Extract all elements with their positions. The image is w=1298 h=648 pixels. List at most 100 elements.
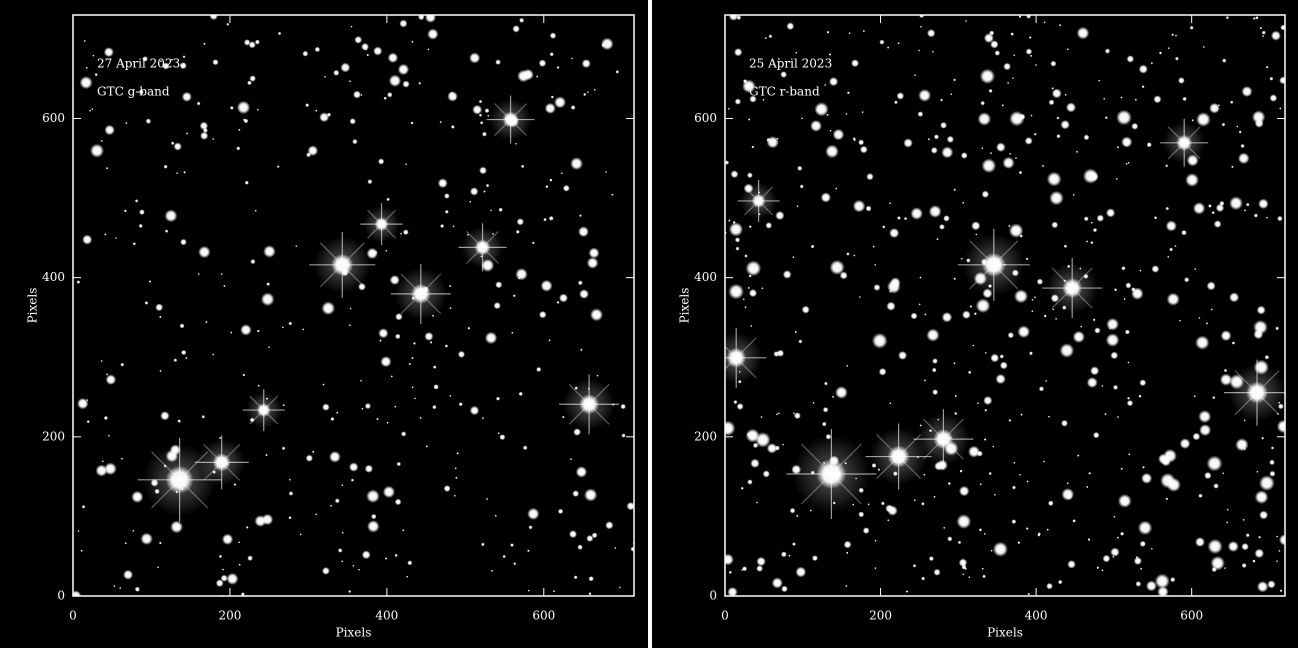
star xyxy=(993,542,1008,557)
star xyxy=(990,354,999,363)
star xyxy=(283,404,285,406)
star xyxy=(1117,146,1119,148)
star xyxy=(953,79,956,82)
star xyxy=(1241,144,1245,148)
star xyxy=(962,573,964,575)
star xyxy=(1125,330,1130,335)
star xyxy=(557,66,560,69)
star xyxy=(903,138,912,147)
star xyxy=(302,51,308,57)
star xyxy=(529,525,533,529)
star xyxy=(747,172,753,178)
star xyxy=(480,121,483,124)
star xyxy=(1259,511,1268,520)
star xyxy=(1106,208,1115,217)
star xyxy=(571,57,573,59)
star xyxy=(1117,416,1119,418)
star xyxy=(1117,536,1119,538)
star xyxy=(282,447,286,451)
star xyxy=(1236,126,1238,128)
star xyxy=(265,454,267,456)
star xyxy=(989,472,992,475)
star xyxy=(1020,413,1022,415)
star xyxy=(518,277,520,279)
star xyxy=(731,170,739,178)
star xyxy=(879,368,887,376)
star xyxy=(1019,114,1025,120)
star xyxy=(398,64,409,75)
star xyxy=(456,452,458,454)
star xyxy=(269,519,272,522)
star xyxy=(1121,266,1125,270)
star xyxy=(1067,48,1069,50)
star xyxy=(863,30,865,32)
star xyxy=(766,222,773,229)
star xyxy=(413,342,416,345)
star xyxy=(800,185,804,189)
star xyxy=(579,214,582,217)
star xyxy=(882,225,885,228)
star xyxy=(761,287,763,289)
star xyxy=(1034,133,1037,136)
bright-star xyxy=(257,403,271,417)
star xyxy=(1192,119,1194,121)
star xyxy=(349,324,351,326)
star xyxy=(165,209,178,222)
star xyxy=(1073,194,1075,196)
star xyxy=(1224,567,1226,569)
star xyxy=(1086,486,1088,488)
star xyxy=(1204,472,1211,479)
star xyxy=(420,417,422,419)
star xyxy=(366,489,380,503)
star xyxy=(1195,537,1205,547)
star xyxy=(835,386,848,399)
star xyxy=(427,48,429,50)
star xyxy=(756,565,763,572)
star xyxy=(351,26,353,28)
star xyxy=(748,118,750,120)
star xyxy=(962,310,971,319)
star xyxy=(1034,296,1036,298)
star xyxy=(402,529,404,531)
star xyxy=(749,274,752,277)
star xyxy=(1266,217,1268,219)
star xyxy=(743,298,745,300)
star xyxy=(994,494,996,496)
star xyxy=(433,384,438,389)
star xyxy=(222,534,233,545)
band-label: GTC g-band xyxy=(97,85,170,99)
star xyxy=(550,52,554,56)
star xyxy=(849,32,851,34)
star xyxy=(1207,281,1216,290)
star xyxy=(1199,424,1211,436)
star xyxy=(1246,203,1250,207)
star xyxy=(219,437,221,439)
star xyxy=(306,455,313,462)
star xyxy=(458,351,465,358)
star xyxy=(1271,446,1274,449)
star xyxy=(756,502,758,504)
star xyxy=(1222,58,1226,62)
star xyxy=(1127,400,1133,406)
star xyxy=(1010,32,1013,35)
star xyxy=(1253,17,1256,20)
star xyxy=(383,486,395,498)
star xyxy=(1193,433,1201,441)
star xyxy=(387,92,392,97)
star xyxy=(1044,21,1046,23)
star xyxy=(330,417,334,421)
star xyxy=(238,541,240,543)
star xyxy=(1258,199,1268,209)
star xyxy=(496,397,500,401)
star xyxy=(438,178,448,188)
star xyxy=(539,59,547,67)
star xyxy=(795,567,806,578)
star xyxy=(230,331,232,333)
bright-star xyxy=(816,459,846,489)
star xyxy=(824,84,826,86)
bright-star xyxy=(1246,382,1268,404)
star xyxy=(1019,474,1021,476)
star xyxy=(221,273,223,275)
star xyxy=(1047,529,1049,531)
star xyxy=(943,527,945,529)
